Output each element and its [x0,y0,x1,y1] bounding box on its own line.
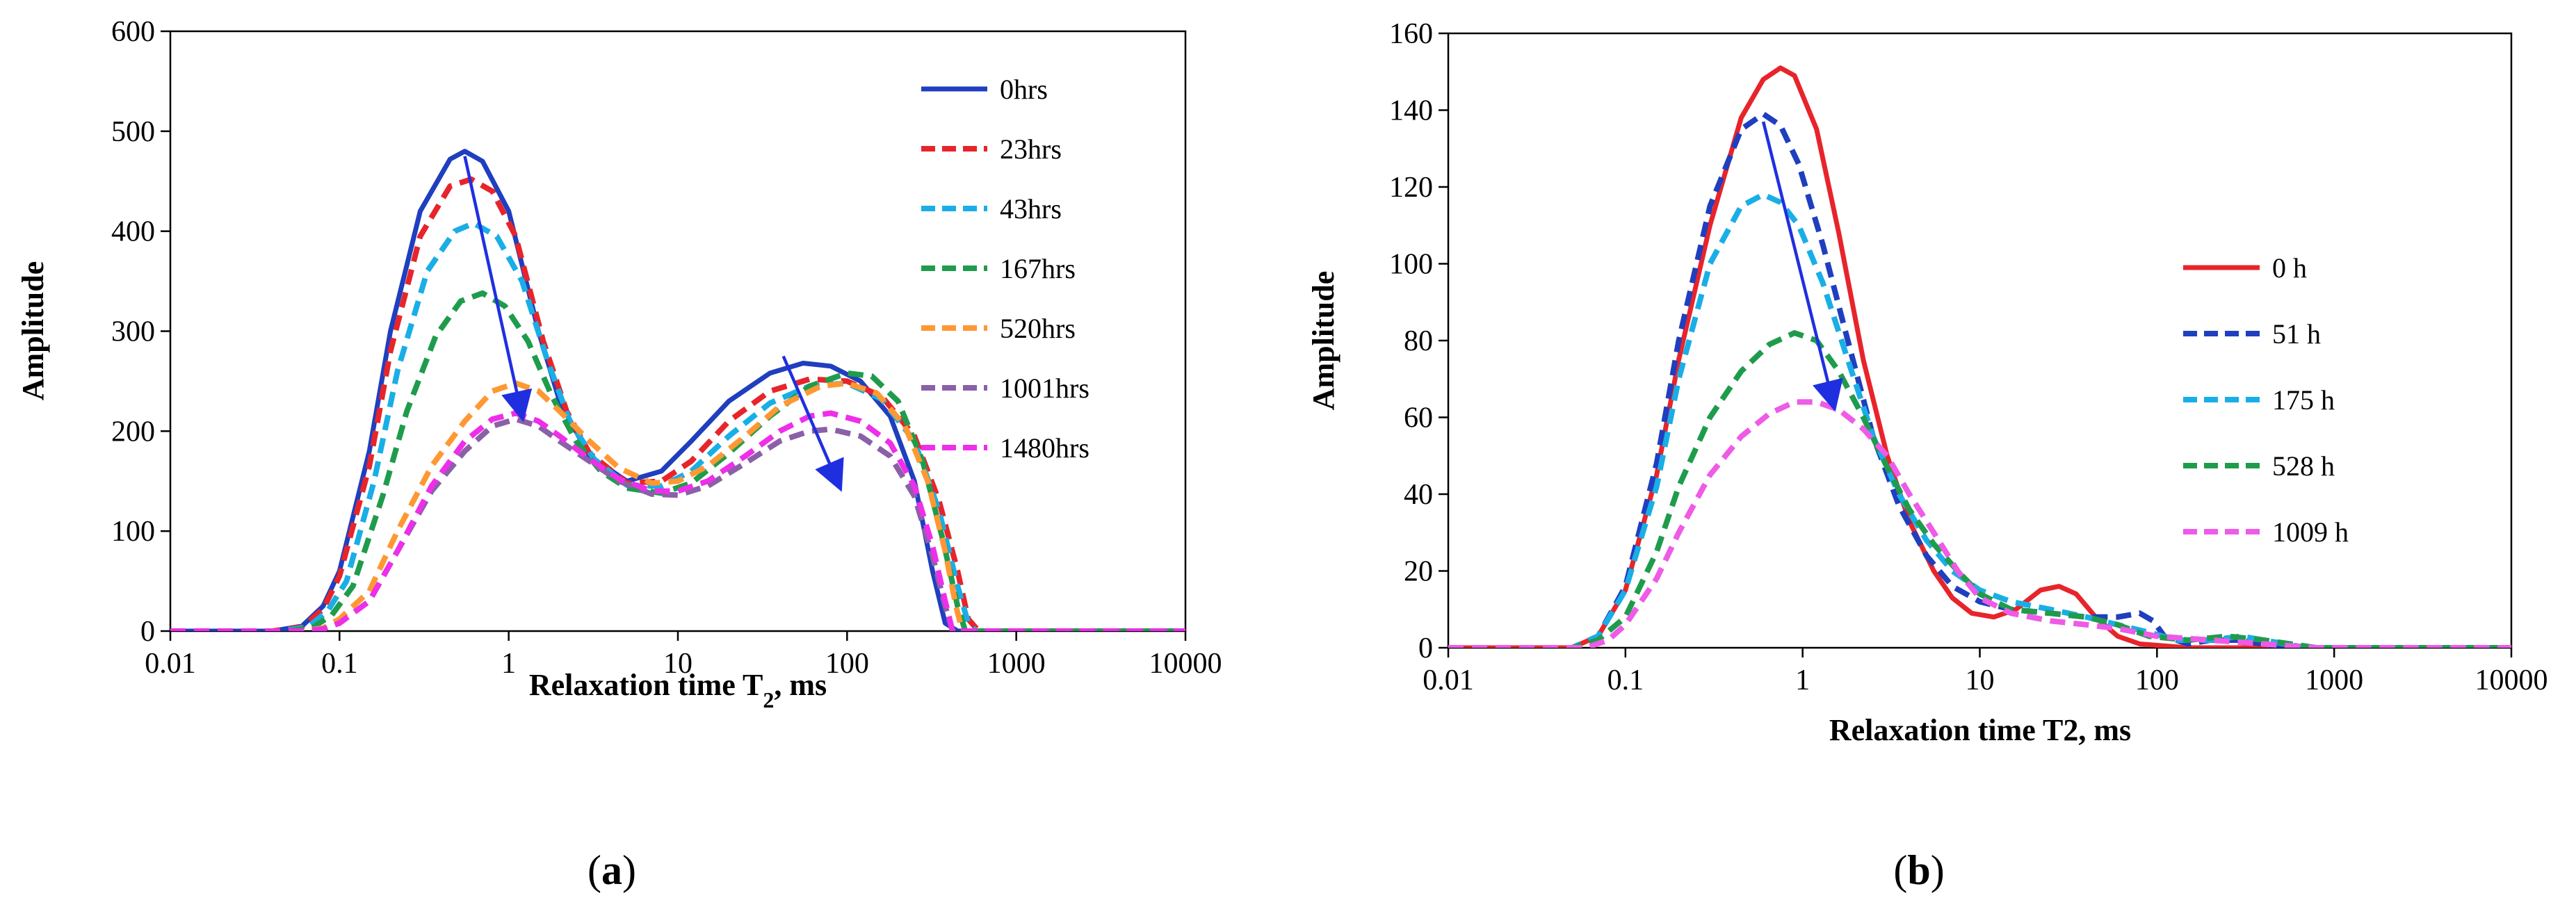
series-line-51h [1448,111,2511,648]
y-tick-label: 160 [1389,18,1433,50]
legend-label: 1480hrs [1000,432,1089,464]
series-line-1480hrs [170,410,1185,631]
y-tick-label: 100 [111,516,155,548]
legend-label: 1009 h [2272,516,2349,548]
x-axis-title: Relaxation time T2, ms [529,668,827,712]
legend-label: 0hrs [1000,74,1048,105]
x-tick-label: 0.01 [1423,664,1474,696]
panel-letter-a: a [601,847,622,893]
series-group [170,149,1185,631]
y-tick-label: 140 [1389,95,1433,127]
series-line-520hrs [170,380,1185,631]
x-tick-label: 1 [501,648,516,680]
legend-label: 528 h [2272,450,2335,482]
trend-arrow [463,156,533,423]
y-tick-label: 100 [1389,249,1433,281]
x-tick-label: 100 [2135,664,2179,696]
series-line-23hrs [170,176,1185,631]
y-tick-label: 40 [1404,479,1433,511]
series-line-1009h [1448,399,2511,648]
legend-label: 175 h [2272,384,2335,416]
x-tick-label: 0.1 [1607,664,1644,696]
y-tick-label: 500 [111,116,155,148]
legend: 0 h 51 h 175 h 528 h 1009 h [2183,252,2349,548]
series-line-167hrs [170,290,1185,631]
y-tick-label: 0 [1418,632,1433,664]
series-line-175h [1448,192,2511,648]
x-tick-label: 10 [663,648,692,680]
chart-panel-a: 0 100 200 300 400 500 600 0.01 0.1 1 10 100 1000 1000… [16,16,1222,712]
series-line-43hrs [170,220,1185,631]
x-tick-label: 10000 [2475,664,2548,696]
y-tick-label: 0 [140,616,155,648]
x-tick-label: 10000 [1149,648,1222,680]
series-line-0h [1448,65,2511,648]
y-tick-label: 400 [111,216,155,248]
plot-frame [1447,32,2513,649]
x-tick-label: 100 [825,648,869,680]
legend-label: 167hrs [1000,253,1076,284]
series-line-1001hrs [170,416,1185,631]
legend-label: 43hrs [1000,193,1062,224]
y-tick-label: 60 [1404,402,1433,434]
y-tick-label: 20 [1404,556,1433,588]
y-tick-label: 120 [1389,172,1433,204]
y-axis-title: Amplitude [16,261,50,400]
panel-letter-b: b [1907,847,1930,893]
series-group [1448,65,2511,648]
y-tick-label: 80 [1404,325,1433,357]
x-tick-label: 1000 [2305,664,2363,696]
x-tick-label: 1 [1795,664,1810,696]
x-tick-label: 1000 [987,648,1046,680]
x-axis-title: Relaxation time T2, ms [1829,713,2131,747]
x-tick-label: 0.1 [321,648,358,680]
y-tick-label: 200 [111,416,155,448]
legend-label: 520hrs [1000,313,1076,344]
legend-label: 1001hrs [1000,373,1089,404]
legend-label: 0 h [2272,252,2307,284]
y-tick-label: 600 [111,16,155,48]
panel-label-b: (b) [1893,847,1944,893]
legend-label: 23hrs [1000,133,1062,165]
y-tick-label: 300 [111,316,155,348]
legend: 0hrs 23hrs 43hrs 167hrs 520hrs 1001hrs 1480hrs [921,74,1089,464]
y-axis-title: Amplitude [1306,271,1340,410]
x-tick-label: 10 [1966,664,1995,696]
legend-label: 51 h [2272,318,2321,350]
chart-panel-b: 0 20 40 60 80 100 120 140 160 0.01 0.1 1 10 100 1000 10… [1306,18,2548,747]
trend-arrow [781,355,844,492]
panel-label-a: (a) [588,847,636,893]
trend-arrow [1761,121,1843,412]
x-tick-label: 0.01 [145,648,196,680]
